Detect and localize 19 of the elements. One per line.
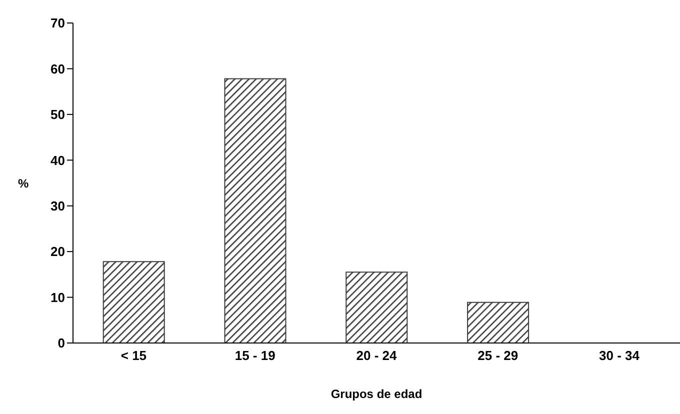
y-tick-label: 50 <box>50 107 65 122</box>
x-axis-title: Grupos de edad <box>330 387 422 401</box>
bar <box>102 261 165 343</box>
y-tick-label: 0 <box>58 336 65 351</box>
y-tick-label: 20 <box>50 244 65 260</box>
y-tick-label: 30 <box>50 198 65 214</box>
x-tick-label: < 15 <box>120 348 147 364</box>
bar <box>467 302 530 343</box>
y-tick-label: 40 <box>50 152 65 168</box>
y-tick-label: 70 <box>50 16 65 31</box>
x-tick-label: 30 - 34 <box>599 348 640 364</box>
y-tick-label: 10 <box>50 290 65 305</box>
y-axis-title: % <box>18 176 29 190</box>
x-tick-label: 20 - 24 <box>356 348 398 364</box>
x-tick-label: 25 - 29 <box>478 348 518 364</box>
y-tick-label: 60 <box>50 61 65 76</box>
x-tick-label: 15 - 19 <box>234 348 276 364</box>
bar <box>224 78 286 343</box>
bar <box>346 272 408 343</box>
